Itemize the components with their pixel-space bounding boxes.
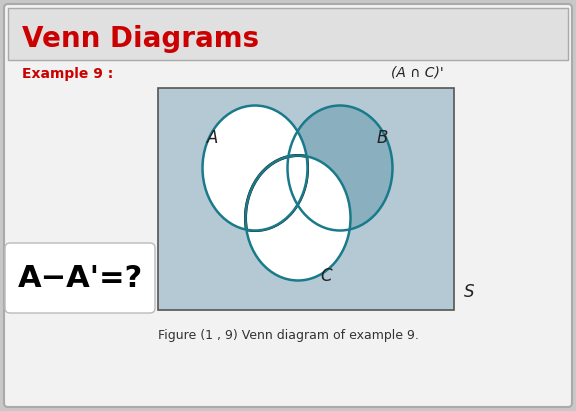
- Ellipse shape: [203, 106, 308, 231]
- Ellipse shape: [245, 155, 351, 280]
- Ellipse shape: [203, 106, 308, 231]
- Ellipse shape: [245, 155, 351, 280]
- FancyBboxPatch shape: [5, 243, 155, 313]
- Text: (A ∩ C)': (A ∩ C)': [391, 65, 444, 79]
- Text: A−A'=?: A−A'=?: [17, 263, 143, 293]
- Ellipse shape: [203, 106, 308, 231]
- Ellipse shape: [287, 106, 392, 231]
- Text: Venn Diagrams: Venn Diagrams: [22, 25, 259, 53]
- Text: B: B: [376, 129, 388, 147]
- Bar: [8, 8, 568, 60]
- FancyBboxPatch shape: [4, 4, 572, 407]
- Ellipse shape: [287, 106, 392, 231]
- Text: Example 9 :: Example 9 :: [22, 67, 113, 81]
- Ellipse shape: [203, 106, 308, 231]
- Ellipse shape: [245, 155, 351, 280]
- Text: A: A: [207, 129, 219, 147]
- Text: Figure (1 , 9) Venn diagram of example 9.: Figure (1 , 9) Venn diagram of example 9…: [158, 328, 418, 342]
- Ellipse shape: [287, 106, 392, 231]
- Ellipse shape: [245, 155, 351, 280]
- Text: C: C: [320, 267, 332, 285]
- Bar: [158, 88, 454, 310]
- Text: S: S: [464, 283, 475, 301]
